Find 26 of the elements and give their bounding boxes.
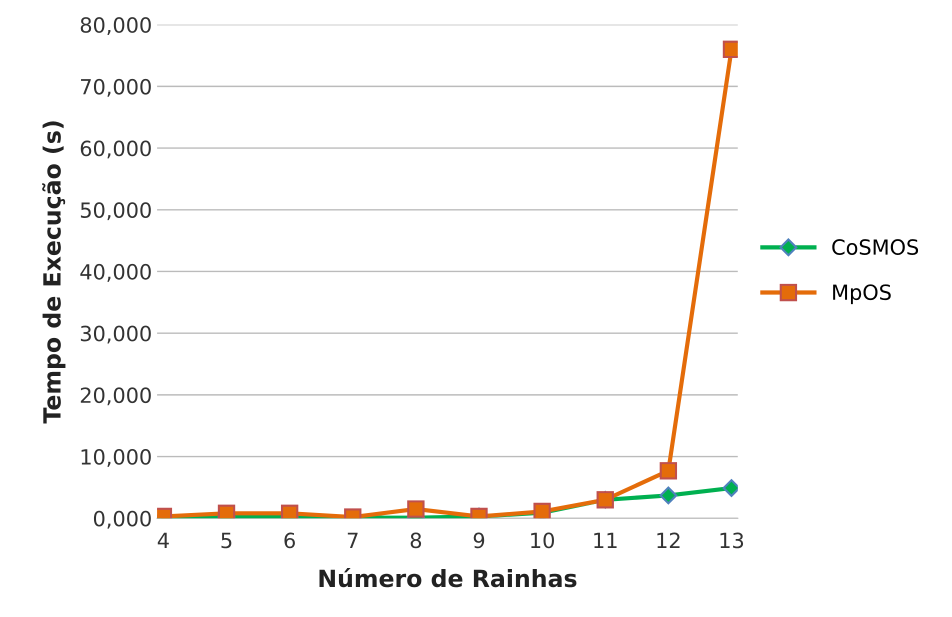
x-tick-label: 9 [474,532,484,548]
x-tick-label: 4 [158,532,169,548]
x-tick-label: 13 [720,532,744,548]
legend-label: MpOS [833,284,891,304]
x-axis-title: Número de Rainhas [320,568,576,588]
x-tick-label: 6 [284,532,295,548]
legend-label: CoSMOS [832,239,918,255]
x-tick-label: 7 [348,532,358,548]
y-tick-label: 40,000 [80,264,151,282]
y-tick-label: 10,000 [82,449,151,467]
x-tick-label: 11 [594,532,617,548]
y-tick-label: 60,000 [80,140,151,158]
x-tick-label: 5 [221,532,232,548]
point [660,462,678,480]
y-tick-label: 30,000 [80,326,151,344]
y-tick-label: 50,000 [80,202,151,220]
y-tick-label: 70,000 [81,78,151,97]
x-tick-label: 10 [531,532,554,548]
x-tick-label: 8 [410,532,422,548]
y-tick-label: 0,000 [94,510,151,529]
y-axis-title: Tempo de Execução (s) [42,121,66,424]
y-tick-label: 20,000 [80,387,151,406]
point [722,479,738,497]
x-tick-label: 12 [657,532,680,548]
point [659,486,678,504]
y-tick-label: 80,000 [80,17,151,36]
